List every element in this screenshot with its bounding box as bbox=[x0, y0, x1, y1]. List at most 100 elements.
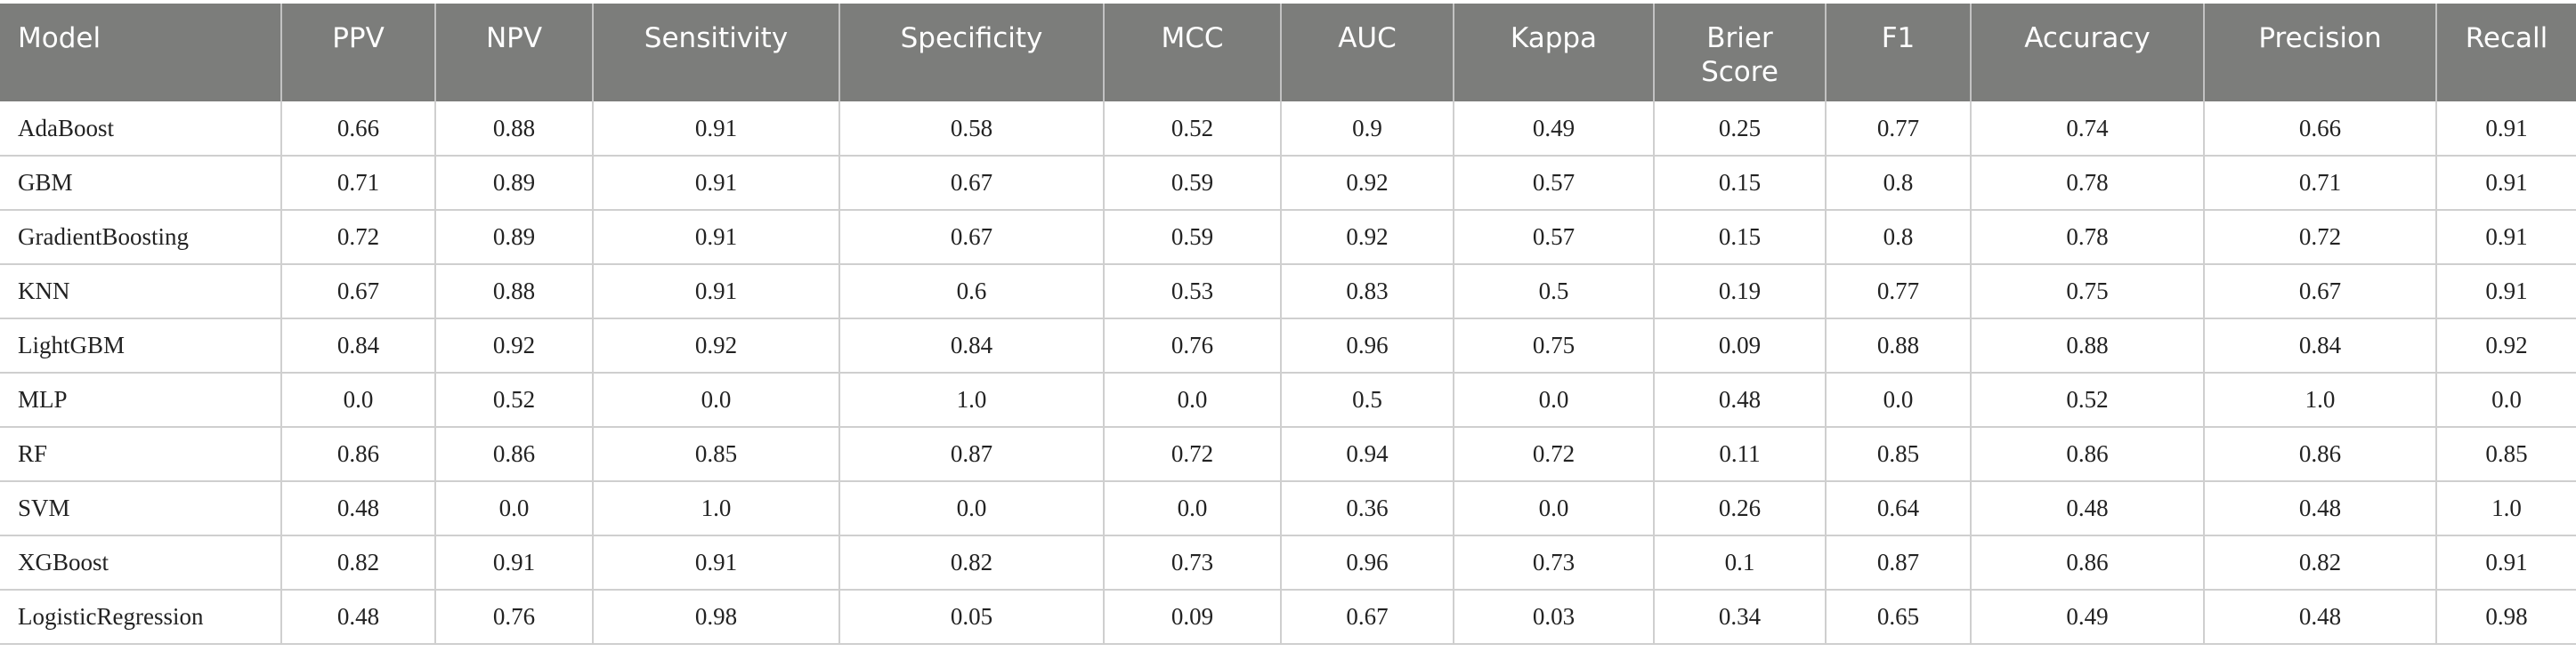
table-row: KNN 0.67 0.88 0.91 0.6 0.53 0.83 0.5 0.19 0.77 0.7… bbox=[0, 264, 2576, 319]
cell-model: GBM bbox=[0, 156, 282, 211]
cell-sensitivity: 0.91 bbox=[593, 535, 840, 591]
table-row: MLP 0.0 0.52 0.0 1.0 0.0 0.5 0.0 0.48 0.0 0.52 1.0 0… bbox=[0, 373, 2576, 428]
cell-specificity: 0.58 bbox=[839, 101, 1105, 157]
cell-model: RF bbox=[0, 427, 282, 482]
cell-kappa: 0.75 bbox=[1454, 318, 1655, 374]
cell-f1: 0.65 bbox=[1826, 590, 1972, 645]
cell-f1: 0.8 bbox=[1826, 156, 1972, 211]
cell-recall: 1.0 bbox=[2436, 481, 2576, 536]
cell-auc: 0.92 bbox=[1281, 210, 1454, 265]
cell-brier-score: 0.26 bbox=[1654, 481, 1827, 536]
table-body: AdaBoost 0.66 0.88 0.91 0.58 0.52 0.9 0.49 0.25 0… bbox=[0, 101, 2576, 645]
header-auc: AUC bbox=[1281, 4, 1454, 101]
cell-mcc: 0.59 bbox=[1104, 210, 1282, 265]
cell-ppv: 0.72 bbox=[281, 210, 436, 265]
cell-auc: 0.67 bbox=[1281, 590, 1454, 645]
cell-mcc: 0.0 bbox=[1104, 373, 1282, 428]
cell-ppv: 0.71 bbox=[281, 156, 436, 211]
table-row: LogisticRegression 0.48 0.76 0.98 0.05 0.09 0.… bbox=[0, 590, 2576, 645]
cell-npv: 0.92 bbox=[435, 318, 594, 374]
cell-model: SVM bbox=[0, 481, 282, 536]
cell-brier-score: 0.19 bbox=[1654, 264, 1827, 319]
cell-model: LightGBM bbox=[0, 318, 282, 374]
cell-model: GradientBoosting bbox=[0, 210, 282, 265]
cell-precision: 0.48 bbox=[2204, 481, 2437, 536]
table-row: GradientBoosting 0.72 0.89 0.91 0.67 0.59 0.92… bbox=[0, 210, 2576, 265]
cell-recall: 0.91 bbox=[2436, 264, 2576, 319]
cell-kappa: 0.73 bbox=[1454, 535, 1655, 591]
cell-recall: 0.91 bbox=[2436, 535, 2576, 591]
cell-mcc: 0.53 bbox=[1104, 264, 1282, 319]
table-row: RF 0.86 0.86 0.85 0.87 0.72 0.94 0.72 0.11 0.85 0.… bbox=[0, 427, 2576, 482]
cell-mcc: 0.73 bbox=[1104, 535, 1282, 591]
cell-npv: 0.91 bbox=[435, 535, 594, 591]
cell-f1: 0.77 bbox=[1826, 264, 1972, 319]
cell-auc: 0.36 bbox=[1281, 481, 1454, 536]
table-header: Model PPV NPV Sensitivity Specificity MC… bbox=[0, 4, 2576, 101]
table-row: XGBoost 0.82 0.91 0.91 0.82 0.73 0.96 0.73 0.1 0.… bbox=[0, 535, 2576, 591]
header-accuracy: Accuracy bbox=[1971, 4, 2205, 101]
metrics-table-container: Model PPV NPV Sensitivity Specificity MC… bbox=[0, 4, 2576, 645]
header-recall: Recall bbox=[2436, 4, 2576, 101]
cell-recall: 0.0 bbox=[2436, 373, 2576, 428]
cell-sensitivity: 0.92 bbox=[593, 318, 840, 374]
cell-sensitivity: 0.91 bbox=[593, 210, 840, 265]
cell-recall: 0.91 bbox=[2436, 156, 2576, 211]
cell-mcc: 0.52 bbox=[1104, 101, 1282, 157]
cell-precision: 0.67 bbox=[2204, 264, 2437, 319]
header-kappa: Kappa bbox=[1454, 4, 1655, 101]
cell-sensitivity: 0.91 bbox=[593, 264, 840, 319]
header-row: Model PPV NPV Sensitivity Specificity MC… bbox=[0, 4, 2576, 101]
cell-ppv: 0.0 bbox=[281, 373, 436, 428]
cell-sensitivity: 0.85 bbox=[593, 427, 840, 482]
cell-precision: 0.72 bbox=[2204, 210, 2437, 265]
cell-brier-score: 0.15 bbox=[1654, 210, 1827, 265]
cell-npv: 0.0 bbox=[435, 481, 594, 536]
cell-sensitivity: 0.91 bbox=[593, 101, 840, 157]
cell-npv: 0.89 bbox=[435, 210, 594, 265]
cell-auc: 0.94 bbox=[1281, 427, 1454, 482]
cell-brier-score: 0.1 bbox=[1654, 535, 1827, 591]
cell-mcc: 0.09 bbox=[1104, 590, 1282, 645]
cell-sensitivity: 0.98 bbox=[593, 590, 840, 645]
cell-brier-score: 0.34 bbox=[1654, 590, 1827, 645]
cell-specificity: 0.67 bbox=[839, 156, 1105, 211]
cell-specificity: 0.05 bbox=[839, 590, 1105, 645]
cell-auc: 0.96 bbox=[1281, 318, 1454, 374]
cell-accuracy: 0.75 bbox=[1971, 264, 2205, 319]
cell-recall: 0.91 bbox=[2436, 210, 2576, 265]
cell-ppv: 0.66 bbox=[281, 101, 436, 157]
cell-f1: 0.0 bbox=[1826, 373, 1972, 428]
cell-brier-score: 0.25 bbox=[1654, 101, 1827, 157]
cell-accuracy: 0.48 bbox=[1971, 481, 2205, 536]
cell-brier-score: 0.48 bbox=[1654, 373, 1827, 428]
cell-ppv: 0.82 bbox=[281, 535, 436, 591]
header-sensitivity: Sensitivity bbox=[593, 4, 840, 101]
cell-specificity: 0.84 bbox=[839, 318, 1105, 374]
header-brier-score: Brier Score bbox=[1654, 4, 1827, 101]
cell-model: LogisticRegression bbox=[0, 590, 282, 645]
cell-sensitivity: 0.0 bbox=[593, 373, 840, 428]
cell-specificity: 0.0 bbox=[839, 481, 1105, 536]
table-row: LightGBM 0.84 0.92 0.92 0.84 0.76 0.96 0.75 0.09… bbox=[0, 318, 2576, 374]
cell-sensitivity: 0.91 bbox=[593, 156, 840, 211]
header-f1: F1 bbox=[1826, 4, 1972, 101]
cell-model: MLP bbox=[0, 373, 282, 428]
cell-npv: 0.86 bbox=[435, 427, 594, 482]
cell-specificity: 1.0 bbox=[839, 373, 1105, 428]
table-row: GBM 0.71 0.89 0.91 0.67 0.59 0.92 0.57 0.15 0.8 0.… bbox=[0, 156, 2576, 211]
cell-accuracy: 0.78 bbox=[1971, 210, 2205, 265]
header-npv: NPV bbox=[435, 4, 594, 101]
cell-recall: 0.85 bbox=[2436, 427, 2576, 482]
cell-auc: 0.83 bbox=[1281, 264, 1454, 319]
cell-npv: 0.52 bbox=[435, 373, 594, 428]
cell-kappa: 0.49 bbox=[1454, 101, 1655, 157]
cell-npv: 0.89 bbox=[435, 156, 594, 211]
header-specificity: Specificity bbox=[839, 4, 1105, 101]
table-row: AdaBoost 0.66 0.88 0.91 0.58 0.52 0.9 0.49 0.25 0… bbox=[0, 101, 2576, 157]
cell-brier-score: 0.15 bbox=[1654, 156, 1827, 211]
cell-kappa: 0.5 bbox=[1454, 264, 1655, 319]
cell-f1: 0.85 bbox=[1826, 427, 1972, 482]
cell-model: AdaBoost bbox=[0, 101, 282, 157]
cell-precision: 0.84 bbox=[2204, 318, 2437, 374]
